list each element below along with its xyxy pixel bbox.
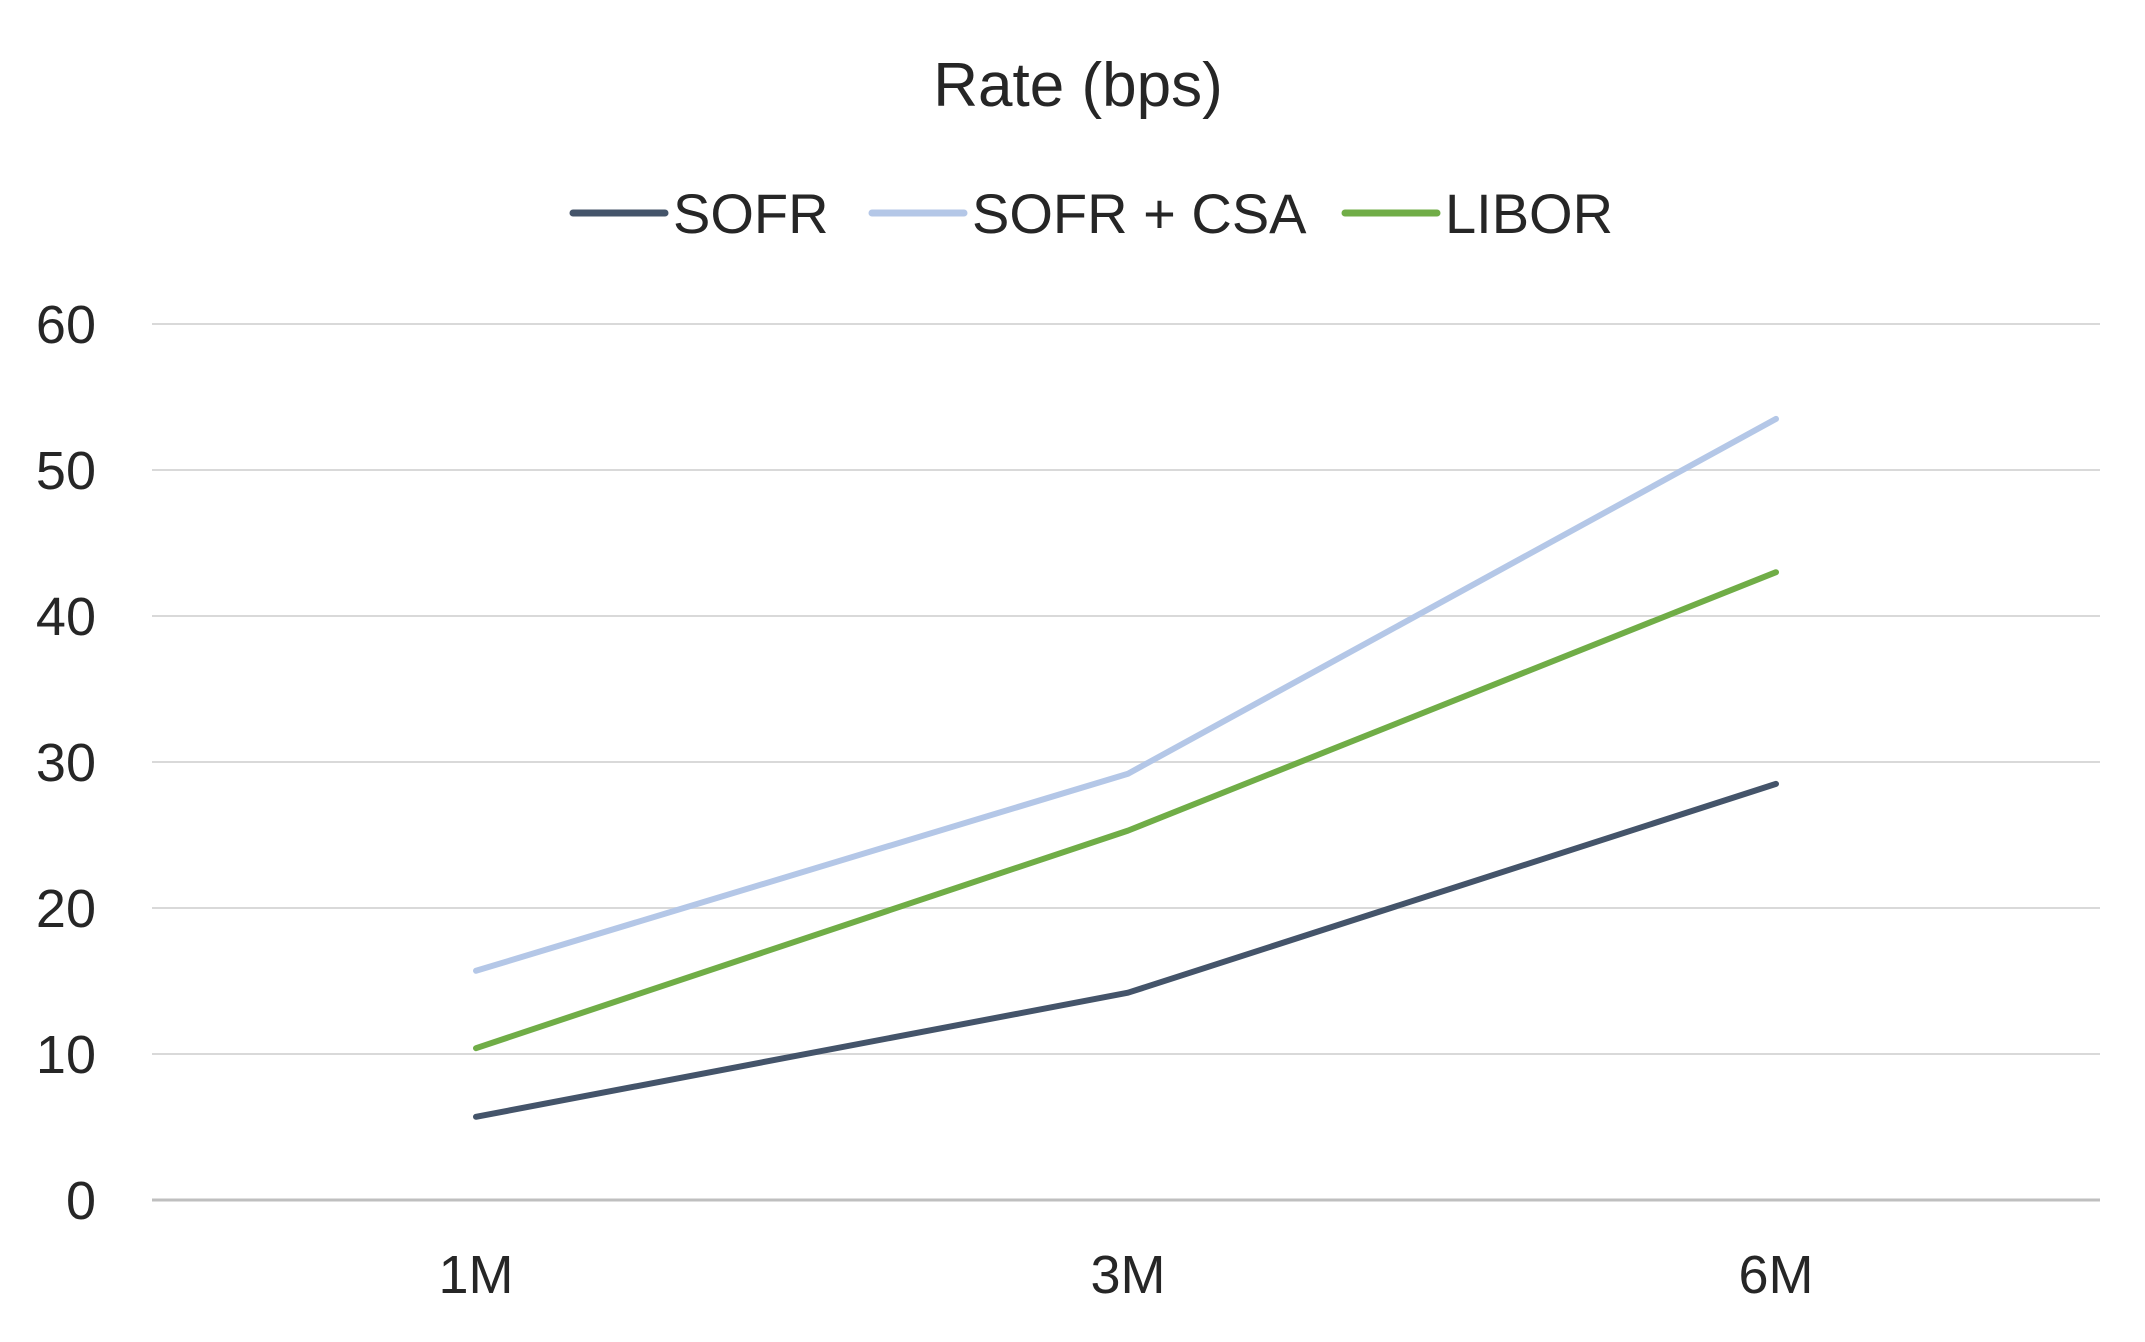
y-tick-label: 40 xyxy=(36,587,96,647)
y-axis-tick-labels: 0 10 20 30 40 50 60 xyxy=(36,295,96,1231)
series-line-sofr xyxy=(473,780,1779,1120)
y-tick-label: 20 xyxy=(36,879,96,939)
y-tick-label: 10 xyxy=(36,1025,96,1085)
x-tick-label: 1M xyxy=(438,1245,513,1305)
x-tick-label: 6M xyxy=(1738,1245,1813,1305)
y-tick-label: 60 xyxy=(36,295,96,355)
x-tick-label: 3M xyxy=(1090,1245,1165,1305)
y-tick-label: 30 xyxy=(36,733,96,793)
x-axis-tick-labels: 1M 3M 6M xyxy=(438,1245,1813,1305)
series-line-sofr-csa xyxy=(473,415,1779,974)
legend-label: SOFR xyxy=(673,182,829,245)
series-lines xyxy=(473,415,1779,1120)
series-line-libor xyxy=(473,569,1779,1052)
legend-label: SOFR + CSA xyxy=(972,182,1307,245)
y-tick-label: 0 xyxy=(66,1171,96,1231)
gridlines xyxy=(152,323,2100,1202)
legend-label: LIBOR xyxy=(1445,182,1613,245)
legend: SOFR SOFR + CSA LIBOR xyxy=(569,182,1613,245)
y-tick-label: 50 xyxy=(36,441,96,501)
chart-title: Rate (bps) xyxy=(933,51,1222,120)
